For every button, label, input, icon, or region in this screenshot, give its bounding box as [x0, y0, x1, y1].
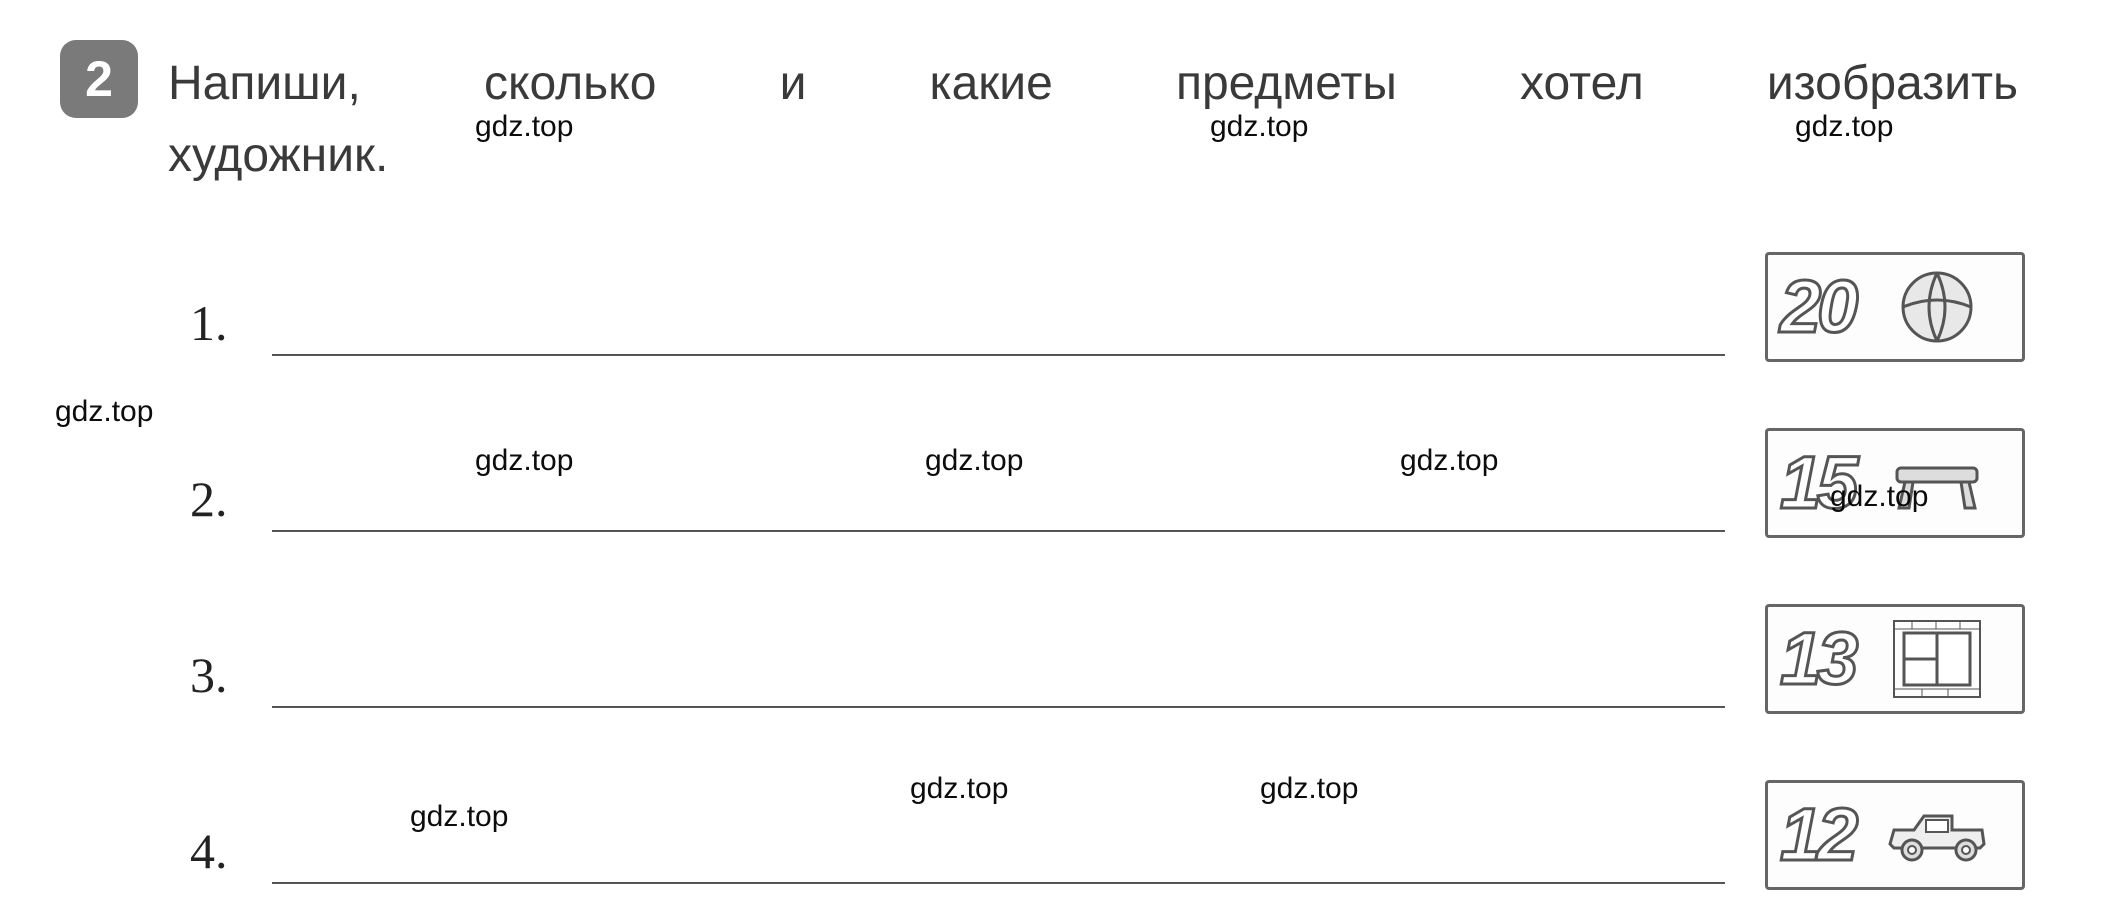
question-text: Напиши, сколько и какие предметы хотел и…	[168, 40, 2018, 192]
row-number: 1.	[190, 294, 232, 356]
exercise-row: 4. 12	[190, 780, 2025, 884]
exercise-number-badge: 2	[60, 40, 138, 118]
picture-box: 12	[1765, 780, 2025, 890]
window-icon	[1864, 607, 2010, 711]
row-number: 2.	[190, 470, 232, 532]
answer-line[interactable]	[272, 482, 1725, 532]
exercise-area: 1. 20 2. 15	[60, 252, 2045, 884]
exercise-row: 2. 15	[190, 428, 2025, 532]
exercise-row: 1. 20	[190, 252, 2025, 356]
row-number: 3.	[190, 646, 232, 708]
picture-number: 13	[1780, 622, 1854, 696]
answer-line[interactable]	[272, 658, 1725, 708]
answer-line[interactable]	[272, 834, 1725, 884]
picture-box: 20	[1765, 252, 2025, 362]
picture-box: 15	[1765, 428, 2025, 538]
picture-box: 13	[1765, 604, 2025, 714]
answer-line[interactable]	[272, 306, 1725, 356]
exercise-header: 2 Напиши, сколько и какие предметы хотел…	[60, 40, 2045, 192]
row-number: 4.	[190, 822, 232, 884]
car-icon	[1864, 783, 2010, 887]
picture-number: 15	[1780, 446, 1854, 520]
exercise-number: 2	[85, 50, 113, 108]
picture-number: 20	[1780, 270, 1854, 344]
bench-icon	[1864, 431, 2010, 535]
ball-icon	[1864, 255, 2010, 359]
picture-number: 12	[1780, 798, 1854, 872]
exercise-row: 3. 13	[190, 604, 2025, 708]
